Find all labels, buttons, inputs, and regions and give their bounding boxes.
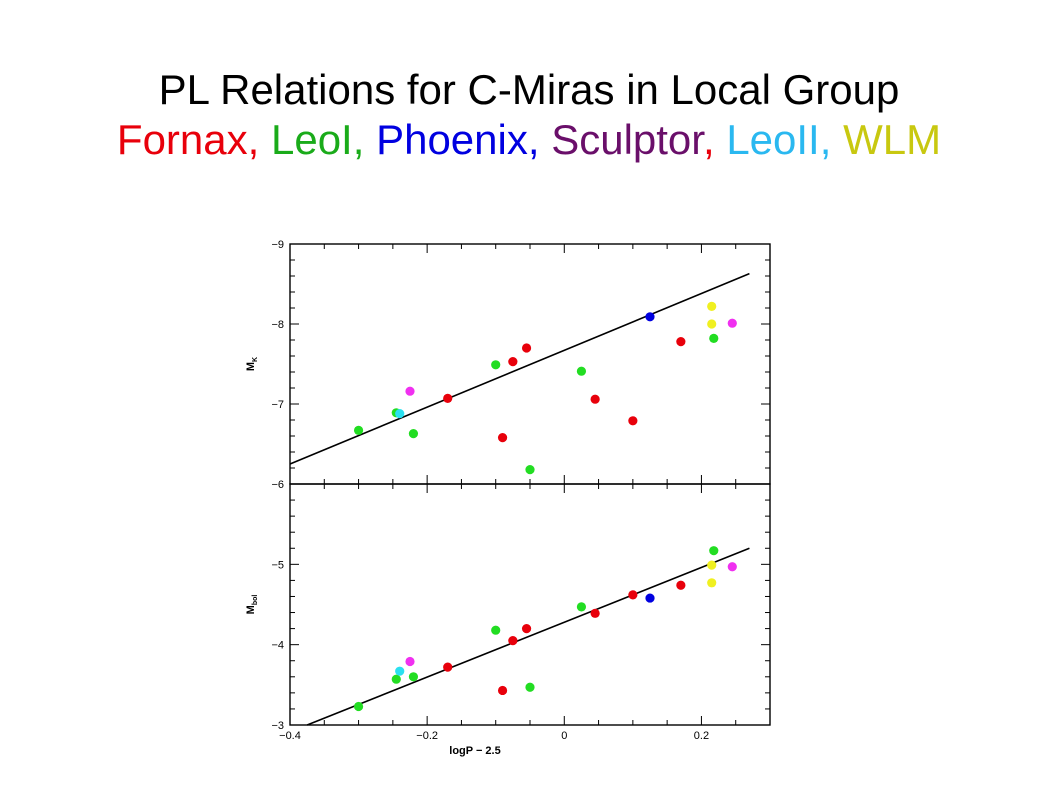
legend-fornax: Fornax [116, 116, 248, 163]
data-point-bottom [709, 546, 719, 556]
legend-separator: , [527, 116, 552, 163]
data-point-bottom [707, 578, 717, 588]
data-point-bottom [628, 590, 638, 600]
galaxy-legend: Fornax, LeoI, Phoenix, Sculptor, LeoII, … [0, 115, 1058, 165]
data-point-bottom [497, 685, 508, 696]
data-point-top [525, 465, 535, 475]
data-point-top [353, 425, 364, 435]
slide-title: PL Relations for C-Miras in Local Group [158, 66, 900, 113]
data-point-top [709, 333, 719, 343]
data-point-bottom [491, 625, 501, 635]
y-axis-label-top: MK [245, 357, 259, 371]
x-tick-label: −0.4 [279, 730, 301, 742]
data-point-top [491, 360, 501, 370]
y-tick-label-top: −8 [271, 319, 284, 331]
data-point-bottom [395, 666, 405, 676]
data-point-bottom [727, 562, 737, 572]
legend-wlm: WLM [843, 116, 942, 163]
data-point-bottom [521, 624, 532, 634]
data-point-bottom [576, 602, 587, 612]
data-point-top [508, 357, 518, 367]
data-point-bottom [590, 608, 600, 618]
y-tick-label-bottom: −5 [271, 559, 284, 571]
data-point-top [521, 343, 532, 353]
x-tick-label: 0.2 [694, 730, 709, 742]
data-point-bottom [508, 636, 518, 646]
data-point-top [395, 409, 405, 419]
data-point-top [628, 416, 638, 426]
x-tick-label: 0 [561, 730, 567, 742]
y-axis-label-sub: bol [252, 595, 259, 606]
data-point-bottom [405, 656, 415, 667]
x-axis-label: logP − 2.5 [449, 745, 500, 757]
y-tick-label-bottom: −3 [271, 720, 284, 732]
y-tick-label-top: −6 [271, 479, 284, 491]
data-point-bottom [391, 674, 401, 684]
data-point-top [727, 318, 737, 328]
data-point-top [497, 433, 508, 443]
fit-line-top [289, 272, 750, 465]
y-axis-label-bottom: Mbol [245, 595, 259, 615]
data-point-top [707, 301, 717, 311]
legend-separator: , [702, 116, 727, 163]
y-axis-label-main: M [245, 362, 257, 371]
data-point-top [408, 429, 419, 439]
x-tick-label: −0.2 [416, 730, 438, 742]
legend-separator: , [247, 116, 271, 163]
legend-sculptor: Sculptor [551, 116, 703, 163]
fit-line-bottom [306, 547, 750, 726]
data-point-top [576, 366, 587, 376]
data-point-top [405, 386, 415, 396]
data-point-bottom [443, 662, 453, 672]
legend-separator: , [819, 116, 844, 163]
data-point-bottom [707, 560, 717, 570]
legend-phoenix: Phoenix [376, 116, 528, 163]
data-point-bottom [525, 682, 535, 692]
data-point-top [590, 394, 600, 404]
y-tick-label-top: −7 [271, 399, 284, 411]
legend-separator: , [352, 116, 377, 163]
data-point-top [707, 319, 717, 329]
y-axis-label-sub: K [252, 357, 259, 362]
data-point-bottom [408, 672, 419, 682]
data-point-top [645, 312, 655, 322]
legend-leoii: LeoII [726, 116, 820, 163]
data-point-top [443, 393, 453, 403]
data-point-top [676, 337, 686, 347]
data-point-bottom [676, 580, 686, 590]
y-axis-label-main: M [245, 605, 257, 614]
data-point-bottom [353, 701, 364, 712]
data-point-bottom [645, 593, 655, 603]
y-tick-label-bottom: −4 [271, 640, 284, 652]
y-tick-label-top: −9 [271, 239, 284, 251]
legend-leoi: LeoI [270, 116, 353, 163]
